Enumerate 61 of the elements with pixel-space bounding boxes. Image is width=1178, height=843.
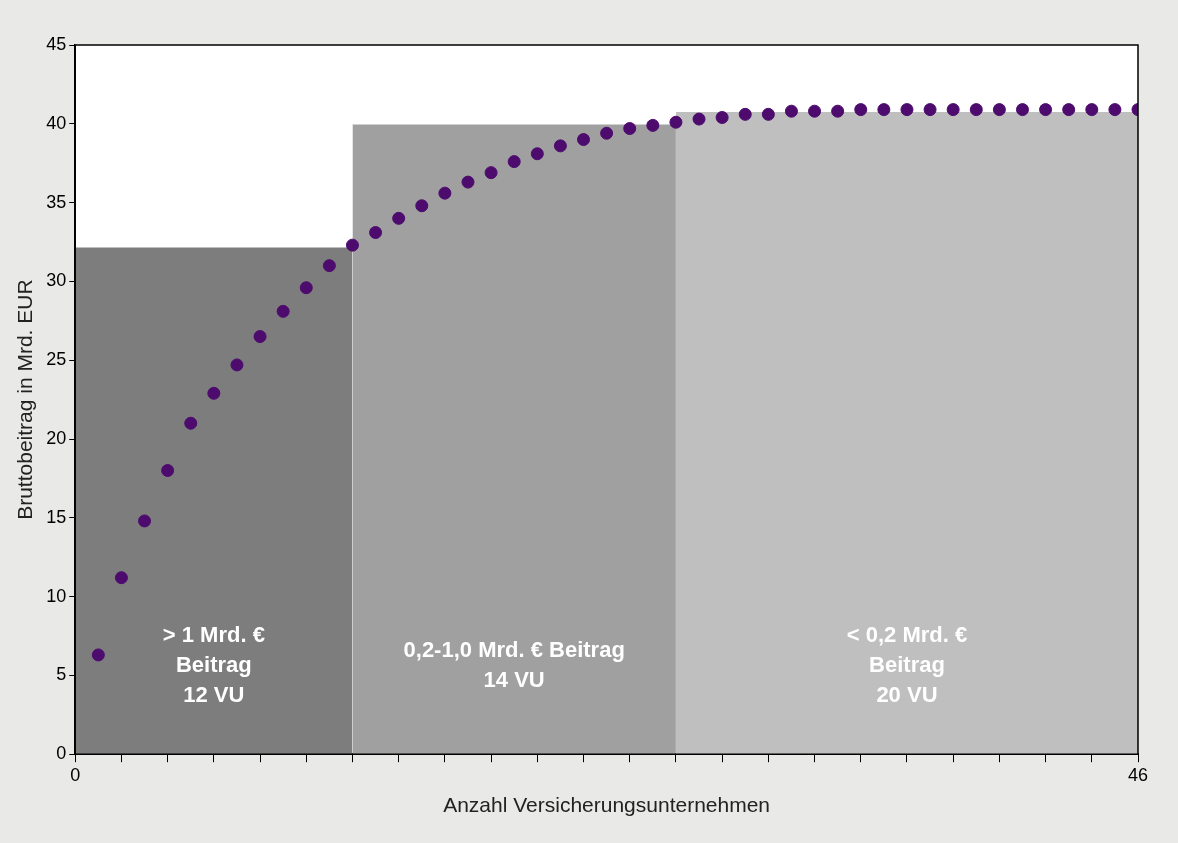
point — [276, 304, 290, 318]
y-tick-label: 25 — [46, 349, 67, 370]
point — [969, 103, 983, 117]
point — [646, 118, 660, 132]
point — [207, 386, 221, 400]
y-tick-label: 20 — [46, 427, 67, 448]
point — [623, 122, 637, 136]
point — [900, 103, 914, 117]
point — [808, 104, 822, 118]
point — [1085, 103, 1099, 117]
point — [184, 416, 198, 430]
point — [138, 514, 152, 528]
y-axis-title: Bruttobeitrag in Mrd. EUR — [13, 279, 37, 520]
point — [1108, 103, 1122, 117]
point — [877, 103, 891, 117]
x-tick-label: 46 — [1127, 764, 1149, 785]
point — [553, 139, 567, 153]
point — [715, 111, 729, 124]
point — [923, 103, 937, 117]
point — [253, 330, 267, 344]
point — [854, 103, 868, 117]
point — [1062, 103, 1076, 117]
point — [299, 281, 313, 295]
y-tick-label: 35 — [46, 191, 67, 212]
annotation: < 0,2 Mrd. € Beitrag 20 VU — [846, 622, 968, 708]
point — [438, 186, 452, 200]
y-tick-label: 30 — [46, 270, 67, 291]
point — [669, 115, 683, 129]
annotation: > 1 Mrd. € Beitrag 12 VU — [162, 622, 265, 708]
point — [461, 175, 475, 189]
point — [91, 648, 105, 662]
point — [369, 226, 383, 240]
point — [114, 571, 128, 585]
y-tick-label: 5 — [56, 664, 67, 685]
point — [530, 147, 544, 161]
point — [345, 238, 359, 252]
point — [761, 107, 775, 121]
point — [322, 259, 336, 273]
point — [992, 103, 1006, 117]
point — [1015, 103, 1029, 117]
point — [415, 199, 429, 213]
point — [784, 104, 798, 118]
point — [600, 126, 614, 140]
point — [1039, 103, 1053, 117]
point — [161, 464, 175, 478]
point — [507, 155, 521, 169]
point — [392, 211, 406, 225]
point — [692, 112, 706, 126]
point — [230, 358, 244, 372]
point — [946, 103, 960, 117]
y-tick-label: 40 — [46, 112, 67, 133]
point — [484, 166, 498, 180]
y-tick-label: 0 — [56, 743, 67, 764]
x-axis-title: Anzahl Versicherungsunternehmen — [443, 793, 771, 817]
y-tick-label: 45 — [46, 33, 67, 54]
point — [738, 107, 752, 121]
point — [831, 104, 845, 118]
annotation: 0,2-1,0 Mrd. € Beitrag 14 VU — [403, 637, 625, 693]
y-tick-label: 15 — [46, 506, 67, 527]
point — [577, 133, 591, 147]
y-tick-label: 10 — [46, 585, 67, 606]
